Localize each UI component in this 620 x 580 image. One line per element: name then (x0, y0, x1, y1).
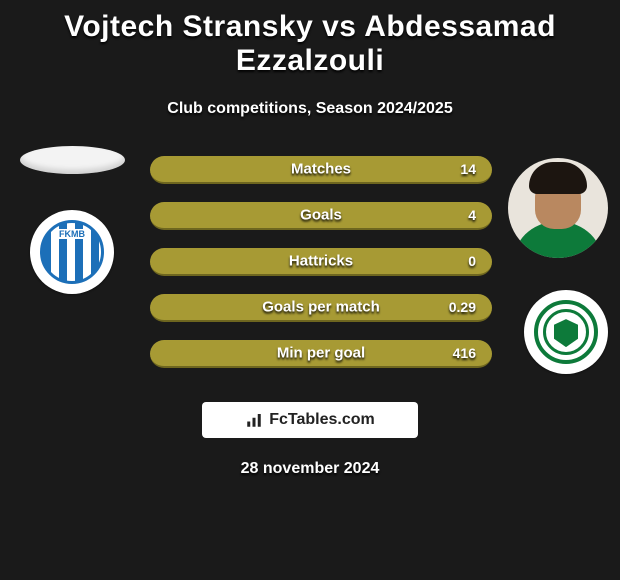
site-label: FcTables.com (269, 411, 375, 429)
stat-row-goals: Goals 4 (150, 202, 492, 230)
stat-row-goals-per-match: Goals per match 0.29 (150, 294, 492, 322)
club-left-logo (40, 220, 104, 284)
stat-row-matches: Matches 14 (150, 156, 492, 184)
stat-right-value: 0.29 (449, 299, 476, 315)
player-left-avatar (20, 146, 125, 174)
subtitle: Club competitions, Season 2024/2025 (12, 100, 608, 118)
stat-label: Hattricks (289, 253, 353, 270)
stats-area: Matches 14 Goals 4 Hattricks 0 Goals per… (12, 156, 608, 396)
stat-label: Goals (300, 207, 342, 224)
stat-label: Matches (291, 161, 351, 178)
date-label: 28 november 2024 (12, 460, 608, 478)
club-left-badge (30, 210, 114, 294)
stat-right-value: 4 (468, 207, 476, 223)
stat-row-min-per-goal: Min per goal 416 (150, 340, 492, 368)
stat-right-value: 0 (468, 253, 476, 269)
site-link[interactable]: FcTables.com (202, 402, 418, 438)
page-title: Vojtech Stransky vs Abdessamad Ezzalzoul… (12, 10, 608, 78)
club-right-logo (534, 300, 598, 364)
stat-bars: Matches 14 Goals 4 Hattricks 0 Goals per… (150, 156, 492, 386)
bar-chart-icon (245, 411, 263, 429)
club-right-badge (524, 290, 608, 374)
stat-label: Min per goal (277, 345, 365, 362)
stat-row-hattricks: Hattricks 0 (150, 248, 492, 276)
comparison-card: Vojtech Stransky vs Abdessamad Ezzalzoul… (0, 0, 620, 478)
stat-right-value: 416 (453, 345, 476, 361)
stat-right-value: 14 (460, 161, 476, 177)
player-right-hair (529, 162, 587, 194)
stat-label: Goals per match (262, 299, 380, 316)
player-right-avatar (508, 158, 608, 258)
